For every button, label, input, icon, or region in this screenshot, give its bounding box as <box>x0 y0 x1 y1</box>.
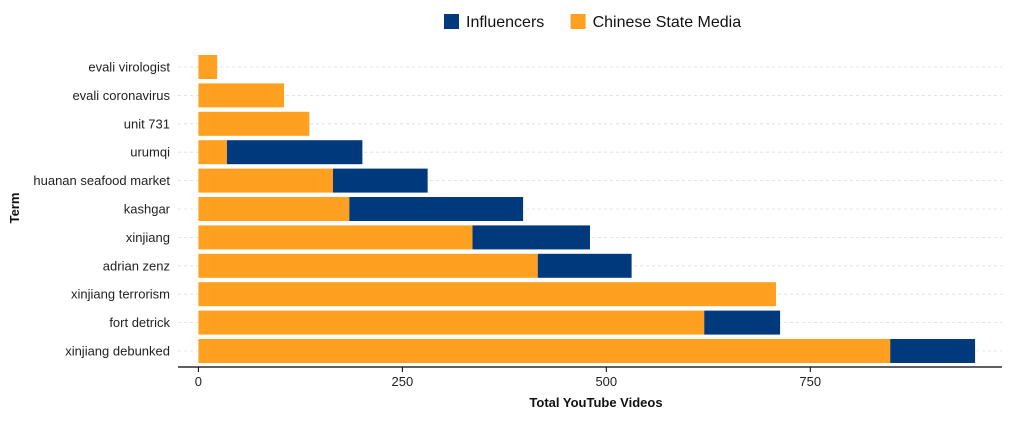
y-tick-label: xinjiang <box>126 230 170 245</box>
bar-segment-influencers <box>472 225 590 250</box>
x-tick-label: 750 <box>799 374 821 389</box>
bar-segment-influencers <box>333 168 428 193</box>
y-axis-title: Term <box>7 193 22 224</box>
bar-segment-chinese-state-media <box>198 310 705 335</box>
y-tick-label: unit 731 <box>124 116 170 131</box>
x-tick-label: 0 <box>195 374 202 389</box>
y-tick-label: urumqi <box>130 145 170 160</box>
y-tick-label: huanan seafood market <box>33 173 170 188</box>
y-tick-label: fort detrick <box>109 315 170 330</box>
y-tick-label: xinjiang terrorism <box>71 287 170 302</box>
legend-label: Influencers <box>466 14 544 31</box>
legend-label: Chinese State Media <box>593 14 742 31</box>
bar-segment-influencers <box>537 253 632 278</box>
bar-segment-chinese-state-media <box>198 83 285 108</box>
x-tick-label: 250 <box>392 374 414 389</box>
x-tick-label: 500 <box>595 374 617 389</box>
bar-segment-chinese-state-media <box>198 225 473 250</box>
legend-swatch <box>570 14 586 29</box>
y-axis-tick-labels: evali virologist evali coronavirus unit 73… <box>33 60 170 359</box>
bar-segment-chinese-state-media <box>198 253 538 278</box>
x-axis-title: Total YouTube Videos <box>529 395 662 410</box>
y-tick-label: adrian zenz <box>103 258 170 273</box>
bar-segment-chinese-state-media <box>198 55 218 79</box>
legend-swatch <box>444 14 459 29</box>
bar-segment-chinese-state-media <box>198 140 227 165</box>
x-axis-ticks: 0 250 500 750 <box>195 367 821 389</box>
bar-segment-influencers <box>226 140 363 165</box>
bar-segment-influencers <box>349 197 524 221</box>
y-tick-label: evali virologist <box>88 60 170 75</box>
bar-segment-chinese-state-media <box>198 339 891 363</box>
bar-segment-influencers <box>704 310 781 335</box>
legend: Influencers Chinese State Media <box>444 14 741 31</box>
bars <box>198 55 976 363</box>
y-tick-label: xinjiang debunked <box>65 344 170 359</box>
bar-segment-chinese-state-media <box>198 197 350 221</box>
bar-segment-chinese-state-media <box>198 111 310 136</box>
y-tick-label: evali coronavirus <box>72 88 170 103</box>
y-tick-label: kashgar <box>124 202 171 217</box>
bar-segment-influencers <box>890 339 976 363</box>
bar-segment-chinese-state-media <box>198 168 334 193</box>
bar-segment-chinese-state-media <box>198 282 777 307</box>
